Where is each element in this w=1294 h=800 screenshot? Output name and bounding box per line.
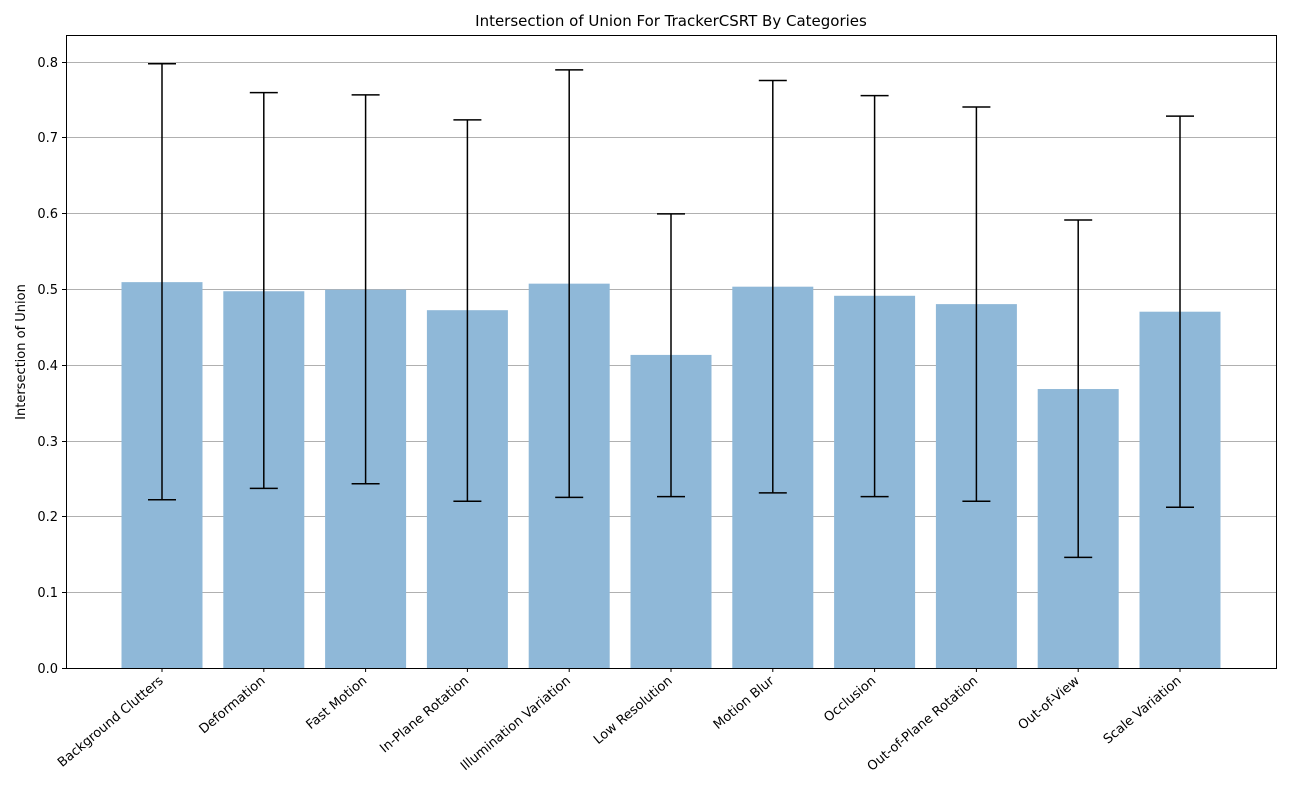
y-tick-label: 0.1 — [37, 586, 58, 601]
y-axis-label: Intersection of Union — [14, 284, 29, 420]
plot-frame — [66, 35, 1277, 669]
x-tick-label: Deformation — [197, 674, 269, 738]
x-tick-label: Out-of-Plane Rotation — [865, 674, 981, 775]
x-tick-label: Background Clutters — [55, 673, 167, 770]
x-tick-label: Out-of-View — [1016, 673, 1083, 733]
x-tick-label: Fast Motion — [304, 674, 371, 733]
y-tick-label: 0.7 — [37, 131, 58, 146]
y-tick-label: 0.6 — [37, 207, 58, 222]
y-tick-label: 0.4 — [37, 359, 58, 374]
y-tick-label: 0.8 — [37, 56, 58, 71]
x-tick-label: Low Resolution — [591, 674, 675, 748]
x-tick-label: Illumination Variation — [458, 674, 574, 775]
chart-title: Intersection of Union For TrackerCSRT By… — [475, 12, 867, 30]
y-tick-label: 0.3 — [37, 435, 58, 450]
x-tick-label: In-Plane Rotation — [377, 674, 472, 757]
y-axis-ticks: 0.0 0.1 0.2 0.3 0.4 0.5 0.6 0.7 0.8 — [37, 56, 66, 677]
y-tick-label: 0.5 — [37, 283, 58, 298]
x-tick-label: Occlusion — [821, 674, 879, 726]
error-bars — [148, 63, 1194, 559]
x-tick-label: Scale Variation — [1101, 674, 1185, 748]
y-tick-label: 0.0 — [37, 662, 58, 677]
y-tick-label: 0.2 — [37, 510, 58, 525]
x-tick-label: Motion Blur — [711, 673, 778, 733]
x-axis-ticks: Background Clutters Deformation Fast Motio… — [55, 668, 1185, 775]
